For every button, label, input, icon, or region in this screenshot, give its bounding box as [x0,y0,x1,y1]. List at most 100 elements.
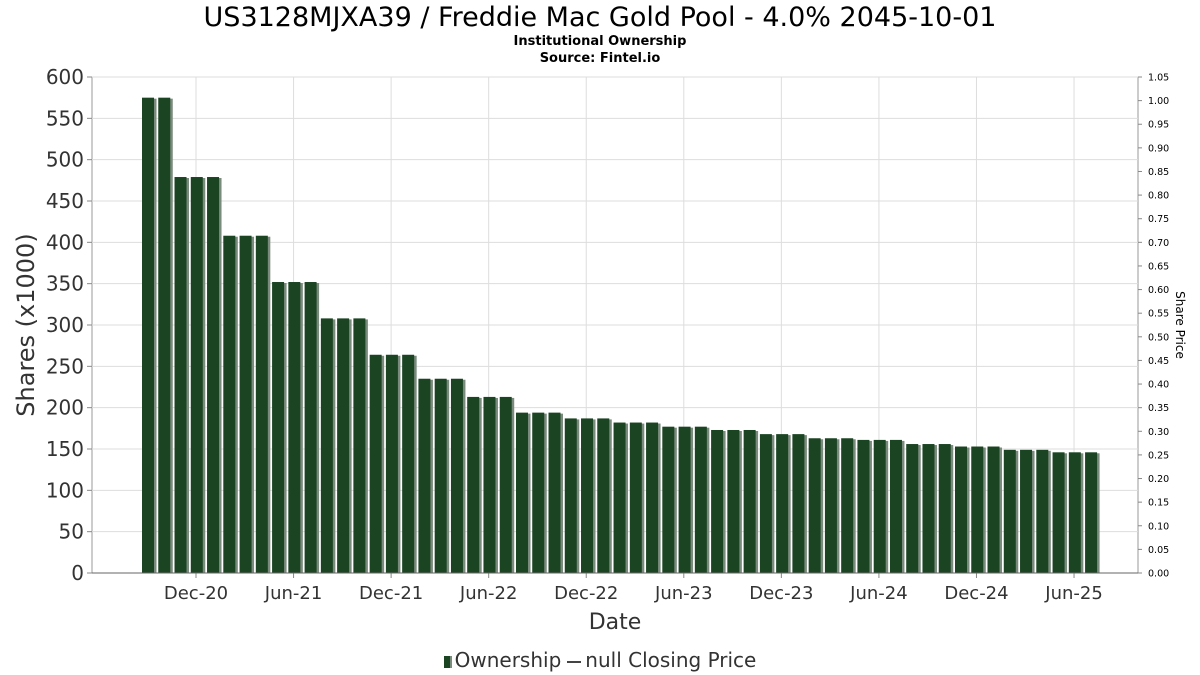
ownership-bar [694,426,707,573]
y2-tick-label: 1.05 [1148,73,1169,84]
y2-tick-label: 0.60 [1148,285,1169,296]
ownership-bar [743,429,756,573]
ownership-bar [581,418,594,573]
x-tick-label: Jun-21 [264,583,323,604]
ownership-bar [1020,449,1033,573]
y-tick-label: 350 [46,272,84,296]
ownership-bar [597,418,610,573]
ownership-bar [1036,449,1049,573]
secondary-y-axis: 0.00 0.05 0.10 0.15 0.20 0.25 0.30 0.35 0.40 0.45… [1138,73,1169,580]
y2-tick-label: 0.40 [1148,380,1169,391]
ownership-bar [808,438,821,573]
x-tick-label: Jun-23 [654,583,713,604]
ownership-bar [841,438,854,573]
x-tick-label: Jun-22 [459,583,518,604]
ownership-bar [564,418,577,573]
y-tick-label: 400 [46,230,84,254]
ownership-bar [613,422,626,573]
y2-tick-label: 0.15 [1148,498,1169,509]
y-tick-label: 100 [46,478,84,502]
ownership-bar [207,177,220,573]
ownership-bar [824,438,837,573]
y2-tick-label: 0.30 [1148,427,1169,438]
ownership-bar [239,235,252,573]
ownership-bar [792,434,805,573]
ownership-bar [646,422,659,573]
ownership-bar [174,177,187,573]
x-tick-label: Dec-21 [359,583,423,604]
ownership-bar [1085,452,1098,573]
secondary-y-axis-label: Share Price [1173,291,1187,359]
ownership-bar [938,444,951,573]
legend-ownership-label: Ownership [454,648,562,672]
y-tick-label: 300 [46,313,84,337]
y-tick-label: 150 [46,437,84,461]
chart-title: US3128MJXA39 / Freddie Mac Gold Pool - 4… [203,2,997,33]
y2-tick-label: 0.75 [1148,214,1169,225]
ownership-bar [515,412,528,573]
legend-ownership-swatch [443,655,452,668]
ownership-bar [304,282,317,573]
ownership-bar [158,97,171,574]
y-tick-label: 250 [46,354,84,378]
x-tick-label: Dec-20 [164,583,228,604]
ownership-bar [142,97,154,574]
x-tick-label: Dec-23 [749,583,813,604]
y-tick-label: 600 [46,65,84,89]
legend: Ownership null Closing Price [0,648,1200,672]
y-tick-label: 200 [46,396,84,420]
y2-tick-label: 0.20 [1148,474,1169,485]
y2-tick-label: 0.50 [1148,332,1169,343]
y2-tick-label: 0.65 [1148,261,1169,272]
ownership-bar [190,177,203,573]
y2-tick-label: 1.00 [1148,96,1169,107]
bars [142,97,1100,574]
ownership-bar [971,446,984,573]
y2-tick-label: 0.05 [1148,545,1169,556]
ownership-bar [857,439,870,573]
ownership-bar [727,429,740,573]
y-tick-label: 50 [59,520,84,544]
y-axis-label: Shares (x1000) [12,233,40,416]
ownership-bar [353,318,366,573]
ownership-bar [548,412,561,573]
ownership-bar [889,439,902,573]
chart-source: Source: Fintel.io [539,51,661,66]
ownership-bar [906,444,919,573]
y-axis: 0 50 100 150 200 250 300 350 400 450 500 550 600 [46,65,92,585]
y-tick-label: 550 [46,106,84,130]
ownership-bar [402,354,415,573]
ownership-bar [467,396,480,573]
ownership-bar [450,378,463,573]
ownership-bar [272,282,285,573]
ownership-bar [483,396,496,573]
ownership-bar [678,426,691,573]
legend-price-label: null Closing Price [585,648,757,672]
ownership-bar [776,434,789,573]
y-tick-label: 500 [46,148,84,172]
ownership-chart: 0 50 100 150 200 250 300 350 400 450 500 550 600 0.0… [12,65,1187,635]
ownership-bar [337,318,350,573]
ownership-bar [873,439,886,573]
ownership-bar [922,444,935,573]
y2-tick-label: 0.70 [1148,238,1169,249]
ownership-bar [255,235,268,573]
ownership-bar [1068,452,1081,573]
ownership-bar [320,318,333,573]
ownership-bar [1052,452,1065,573]
y2-tick-label: 0.95 [1148,120,1169,131]
y2-tick-label: 0.80 [1148,191,1169,202]
y2-tick-label: 0.45 [1148,356,1169,367]
legend-price-swatch [567,660,582,663]
x-axis: Dec-20 Jun-21 Dec-21 Jun-22 Dec-22 Jun-23 Dec-… [92,572,1138,604]
ownership-bar [223,235,236,573]
ownership-bar [955,446,967,573]
y2-tick-label: 0.35 [1148,403,1169,414]
ownership-bar [385,354,398,573]
y2-tick-label: 0.25 [1148,450,1169,461]
y2-tick-label: 0.10 [1148,521,1169,532]
y2-tick-label: 0.90 [1148,143,1169,154]
y2-tick-label: 0.55 [1148,309,1169,320]
ownership-bar [499,396,512,573]
ownership-bar [759,434,772,573]
